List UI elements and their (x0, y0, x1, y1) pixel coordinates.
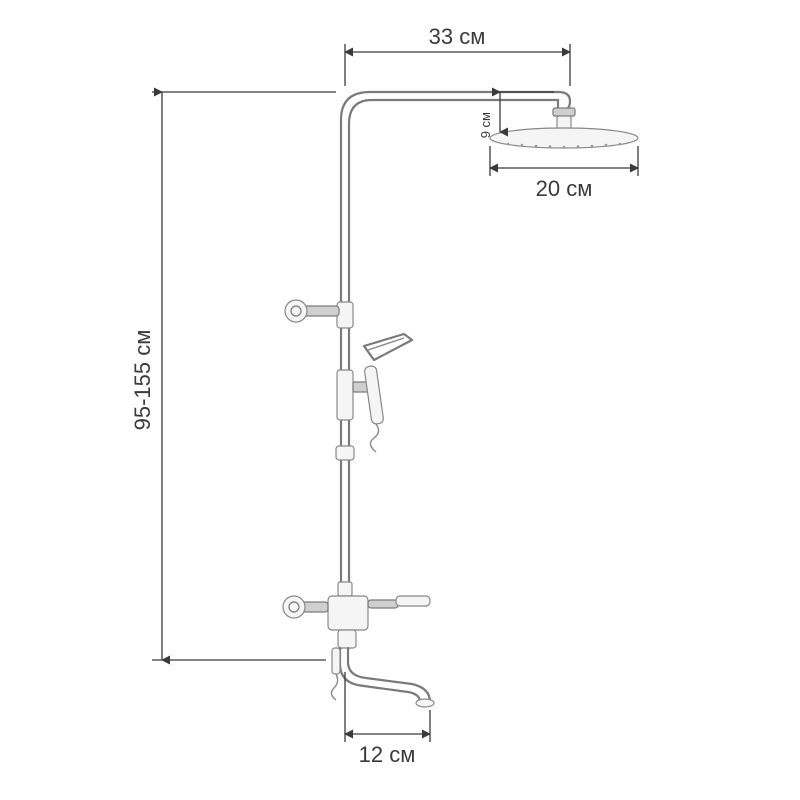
dim-height-label: 95-155 см (130, 330, 155, 431)
dim-arm-length-label: 33 см (429, 24, 486, 49)
shower-dimension-diagram: 33 см 9 см 20 см 95-155 см 12 см (0, 0, 800, 800)
dim-height: 95-155 см (130, 92, 336, 660)
upper-bracket (285, 300, 353, 328)
dim-head-width: 20 см (490, 146, 638, 201)
mixer-valve (283, 582, 434, 707)
dim-spout-label: 12 см (359, 742, 416, 767)
dim-head-width-label: 20 см (536, 176, 593, 201)
dim-head-height-label: 9 см (478, 112, 493, 138)
dim-arm-length: 33 см (345, 24, 570, 86)
